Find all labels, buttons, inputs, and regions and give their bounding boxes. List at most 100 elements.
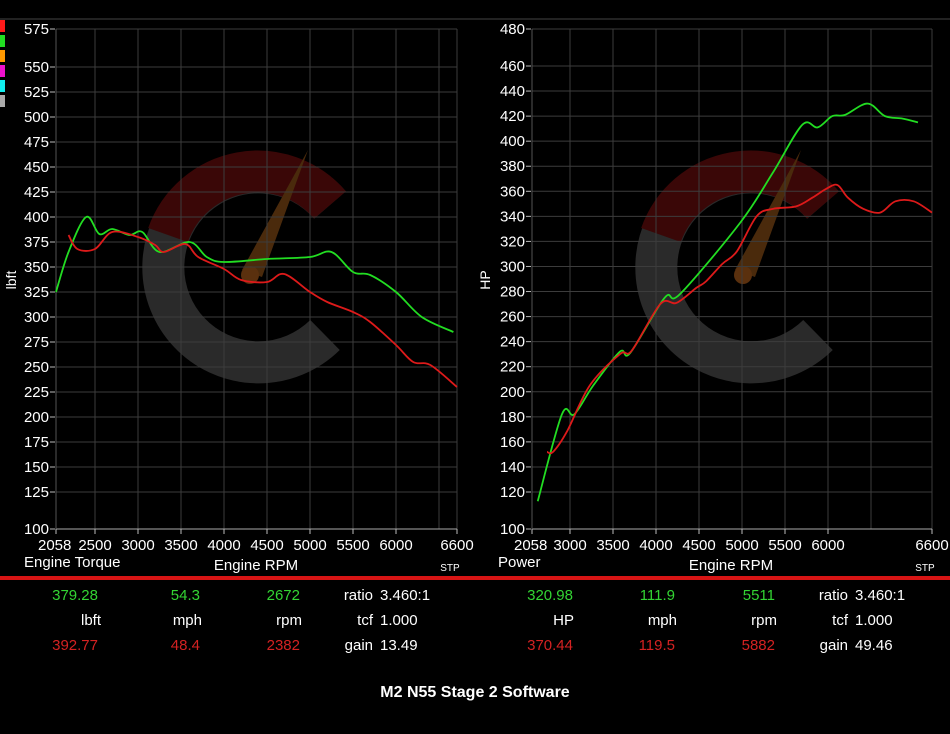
x-tick-label: 6000 — [811, 537, 844, 554]
watermark-needle-icon — [242, 150, 308, 277]
torque-tcf-label: tcf — [357, 612, 373, 629]
torque-run-b-value: 392.77 — [52, 637, 98, 654]
torque-run-a-value: 379.28 — [52, 587, 98, 604]
y-tick-label: 575 — [24, 21, 49, 38]
y-tick-label: 200 — [24, 409, 49, 426]
torque-tcf-value: 1.000 — [380, 612, 418, 629]
y-tick-label: 160 — [500, 434, 525, 451]
x-tick-label: 3500 — [164, 537, 197, 554]
y-tick-label: 480 — [500, 21, 525, 38]
power-run-a-value: 320.98 — [527, 587, 573, 604]
x-tick-label: 2058 — [514, 537, 547, 554]
watermark-hub-icon — [734, 266, 752, 284]
dyno-charts: 575 550 525 500 475 450 425 400 375 350 325 300 275 2… — [0, 18, 950, 574]
series-line-run-b — [67, 230, 458, 388]
y-tick-label: 100 — [500, 521, 525, 538]
torque-unit: lbft — [80, 612, 101, 629]
torque-run-a-rpm: 2672 — [266, 587, 300, 604]
power-rpm-unit: rpm — [751, 612, 777, 629]
torque-mph-unit: mph — [172, 612, 202, 629]
y-tick-label: 275 — [24, 334, 49, 351]
chart-title: Engine Torque — [24, 554, 120, 571]
x-tick-label: 4000 — [639, 537, 672, 554]
y-tick-label: 525 — [24, 84, 49, 101]
y-tick-label: 225 — [24, 384, 49, 401]
x-tick-label: 2500 — [78, 537, 111, 554]
correction-label: STP — [915, 563, 935, 574]
y-tick-label: 440 — [500, 83, 525, 100]
legend-swatch-orange[interactable] — [0, 50, 5, 62]
x-axis-label: Engine RPM — [214, 557, 298, 574]
watermark-arc-icon — [641, 150, 839, 243]
x-tick-label: 4500 — [682, 537, 715, 554]
legend-swatch-magenta[interactable] — [0, 65, 5, 77]
y-tick-label: 320 — [500, 233, 525, 250]
torque-rpm-unit: rpm — [276, 612, 302, 629]
y-tick-label: 175 — [24, 434, 49, 451]
y-tick-label: 500 — [24, 109, 49, 126]
legend-swatch-cyan[interactable] — [0, 80, 5, 92]
series-line-run-a — [55, 215, 454, 333]
y-tick-label: 280 — [500, 284, 525, 301]
y-tick-label: 550 — [24, 59, 49, 76]
watermark-hub-icon — [241, 266, 259, 284]
y-axis-label: HP — [477, 270, 493, 289]
legend-swatch-gray[interactable] — [0, 95, 5, 107]
y-tick-label: 340 — [500, 208, 525, 225]
y-tick-label: 300 — [500, 258, 525, 275]
torque-gain-label: gain — [344, 637, 373, 654]
watermark-arc-icon — [148, 150, 346, 243]
y-tick-label: 380 — [500, 158, 525, 175]
x-tick-label: 5500 — [336, 537, 369, 554]
y-tick-label: 200 — [500, 384, 525, 401]
y-tick-label: 140 — [500, 459, 525, 476]
y-tick-label: 400 — [24, 209, 49, 226]
torque-ratio-value: 3.460:1 — [380, 587, 431, 604]
power-chart: 480 460 440 420 400 380 360 340 320 300 280 260 240 2… — [477, 21, 949, 574]
y-tick-label: 325 — [24, 284, 49, 301]
chart-title: Power — [498, 554, 541, 571]
footer-title: M2 N55 Stage 2 Software — [380, 684, 570, 701]
x-axis-label: Engine RPM — [689, 557, 773, 574]
y-tick-label: 150 — [24, 459, 49, 476]
power-mph-unit: mph — [647, 612, 677, 629]
legend-swatch-green[interactable] — [0, 35, 5, 47]
red-divider — [0, 576, 950, 580]
y-tick-label: 425 — [24, 184, 49, 201]
legend-swatch-red[interactable] — [0, 20, 5, 32]
y-tick-label: 475 — [24, 134, 49, 151]
power-run-b-rpm: 5882 — [741, 637, 775, 654]
x-tick-label: 6000 — [379, 537, 412, 554]
x-tick-label: 5500 — [768, 537, 801, 554]
power-run-b-value: 370.44 — [527, 637, 573, 654]
power-ratio-label: ratio — [818, 587, 848, 604]
power-tcf-value: 1.000 — [855, 612, 893, 629]
x-tick-label: 2058 — [38, 537, 71, 554]
y-tick-label: 180 — [500, 409, 525, 426]
power-gain-value: 49.46 — [855, 637, 893, 654]
y-tick-label: 100 — [24, 521, 49, 538]
y-tick-label: 375 — [24, 234, 49, 251]
power-run-b-mph: 119.5 — [638, 637, 675, 654]
power-run-a-rpm: 5511 — [742, 587, 775, 604]
x-tick-label: 5000 — [293, 537, 326, 554]
y-tick-label: 360 — [500, 183, 525, 200]
x-tick-label: 4500 — [250, 537, 283, 554]
power-gain-label: gain — [819, 637, 848, 654]
y-tick-label: 125 — [24, 484, 49, 501]
y-tick-label: 400 — [500, 133, 525, 150]
correction-label: STP — [440, 563, 460, 574]
y-tick-label: 350 — [24, 259, 49, 276]
power-tcf-label: tcf — [832, 612, 848, 629]
torque-run-b-rpm: 2382 — [266, 637, 300, 654]
series-line-run-a — [536, 102, 919, 502]
x-tick-label: 3500 — [596, 537, 629, 554]
y-tick-label: 420 — [500, 108, 525, 125]
y-tick-label: 250 — [24, 359, 49, 376]
y-tick-label: 240 — [500, 334, 525, 351]
power-ratio-value: 3.460:1 — [855, 587, 906, 604]
torque-gain-value: 13.49 — [380, 637, 418, 654]
series-line-run-b — [546, 183, 933, 455]
y-tick-label: 120 — [500, 484, 525, 501]
y-tick-label: 260 — [500, 309, 525, 326]
